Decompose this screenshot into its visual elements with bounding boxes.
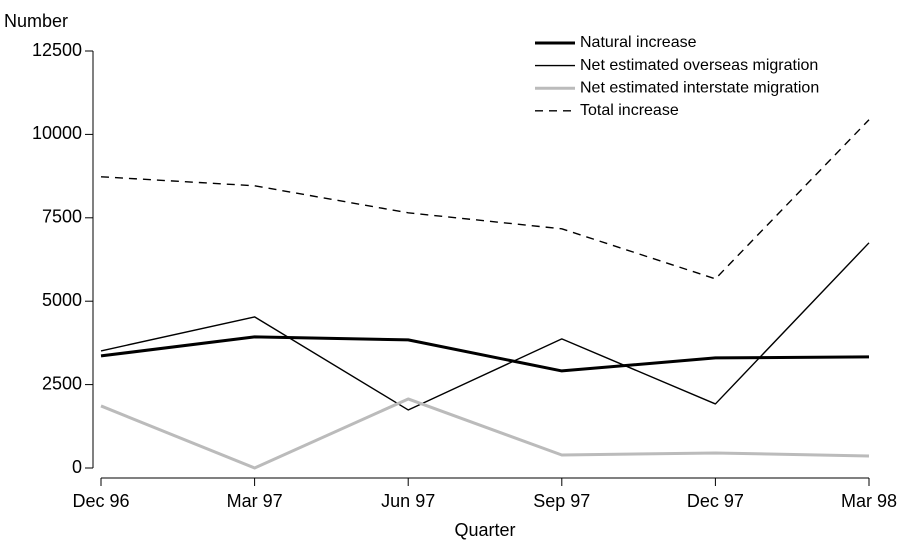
y-tick-label: 10000: [32, 123, 82, 143]
series-line: [100, 242, 870, 411]
x-axis-label: Quarter: [454, 520, 515, 540]
y-tick-label: 0: [72, 457, 82, 477]
legend-label: Natural increase: [580, 34, 697, 51]
x-tick-label: Mar 98: [841, 491, 897, 511]
series-line: [100, 119, 870, 280]
y-axis-label: Number: [4, 11, 68, 31]
x-tick-label: Dec 97: [687, 491, 744, 511]
x-tick-label: Mar 97: [227, 491, 283, 511]
y-tick-label: 12500: [32, 40, 82, 60]
y-tick-label: 7500: [42, 207, 82, 227]
legend-label: Total increase: [580, 102, 679, 119]
series-line: [100, 397, 870, 470]
y-tick-label: 5000: [42, 290, 82, 310]
legend-label: Net estimated overseas migration: [580, 57, 818, 74]
series-line: [100, 335, 870, 373]
y-tick-label: 2500: [42, 373, 82, 393]
legend-label: Net estimated interstate migration: [580, 79, 819, 96]
legend: Natural increase Net estimated overseas m…: [535, 34, 819, 119]
x-tick-label: Jun 97: [381, 491, 435, 511]
x-tick-label: Dec 96: [72, 491, 129, 511]
x-tick-label: Sep 97: [533, 491, 590, 511]
